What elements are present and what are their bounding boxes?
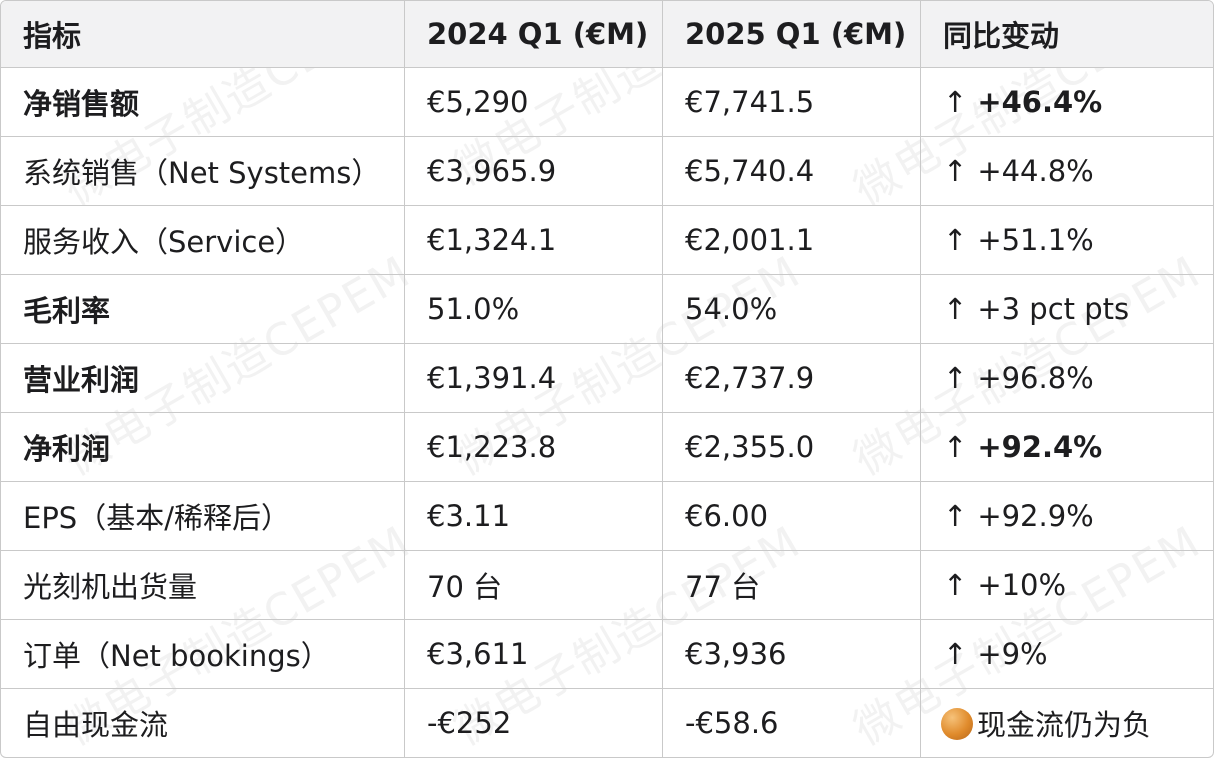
metric-cell: 自由现金流 bbox=[1, 689, 405, 757]
value-2025-cell: -€58.6 bbox=[663, 689, 921, 757]
value-2024-cell: €3.11 bbox=[405, 482, 663, 551]
value-2024-cell: -€252 bbox=[405, 689, 663, 757]
change-value: +46.4% bbox=[977, 85, 1103, 119]
value-2025-cell: €2,355.0 bbox=[663, 413, 921, 482]
up-arrow-icon: ↑ bbox=[943, 637, 968, 671]
table-row: 系统销售（Net Systems） €3,965.9 €5,740.4 ↑ +44… bbox=[1, 137, 1213, 206]
value-2025-cell: €2,001.1 bbox=[663, 206, 921, 275]
value-2024-cell: €1,223.8 bbox=[405, 413, 663, 482]
change-value: +92.9% bbox=[977, 499, 1094, 533]
change-value: +96.8% bbox=[977, 361, 1094, 395]
orange-circle-icon bbox=[941, 708, 973, 740]
table-row: 光刻机出货量 70 台 77 台 ↑ +10% bbox=[1, 551, 1213, 620]
up-arrow-icon: ↑ bbox=[943, 361, 968, 395]
change-value: +10% bbox=[977, 568, 1067, 602]
value-2025-cell: €6.00 bbox=[663, 482, 921, 551]
change-cell: 现金流仍为负 bbox=[921, 689, 1213, 757]
change-cell: ↑ +51.1% bbox=[921, 206, 1213, 275]
header-2024-q1: 2024 Q1 (€M) bbox=[405, 1, 663, 68]
table-row: 毛利率 51.0% 54.0% ↑ +3 pct pts bbox=[1, 275, 1213, 344]
up-arrow-icon: ↑ bbox=[943, 430, 968, 464]
up-arrow-icon: ↑ bbox=[943, 85, 968, 119]
change-value: +51.1% bbox=[977, 223, 1094, 257]
metric-cell: 毛利率 bbox=[1, 275, 405, 344]
header-yoy-change: 同比变动 bbox=[921, 1, 1213, 68]
change-value: 现金流仍为负 bbox=[977, 708, 1152, 742]
up-arrow-icon: ↑ bbox=[943, 154, 968, 188]
header-row: 指标 2024 Q1 (€M) 2025 Q1 (€M) 同比变动 bbox=[1, 1, 1213, 68]
header-metric: 指标 bbox=[1, 1, 405, 68]
value-2025-cell: €5,740.4 bbox=[663, 137, 921, 206]
metric-cell: 服务收入（Service） bbox=[1, 206, 405, 275]
metric-cell: 光刻机出货量 bbox=[1, 551, 405, 620]
value-2024-cell: €1,391.4 bbox=[405, 344, 663, 413]
change-value: +3 pct pts bbox=[977, 292, 1130, 326]
value-2025-cell: €7,741.5 bbox=[663, 68, 921, 137]
metric-cell: 订单（Net bookings） bbox=[1, 620, 405, 689]
value-2025-cell: €3,936 bbox=[663, 620, 921, 689]
up-arrow-icon: ↑ bbox=[943, 223, 968, 257]
change-value: +9% bbox=[977, 637, 1048, 671]
table-row: 营业利润 €1,391.4 €2,737.9 ↑ +96.8% bbox=[1, 344, 1213, 413]
change-cell: ↑ +10% bbox=[921, 551, 1213, 620]
value-2024-cell: €3,611 bbox=[405, 620, 663, 689]
metric-cell: EPS（基本/稀释后） bbox=[1, 482, 405, 551]
change-cell: ↑ +44.8% bbox=[921, 137, 1213, 206]
change-cell: ↑ +92.9% bbox=[921, 482, 1213, 551]
table-row: 净利润 €1,223.8 €2,355.0 ↑ +92.4% bbox=[1, 413, 1213, 482]
change-cell: ↑ +46.4% bbox=[921, 68, 1213, 137]
value-2024-cell: €5,290 bbox=[405, 68, 663, 137]
value-2024-cell: 70 台 bbox=[405, 551, 663, 620]
change-cell: ↑ +9% bbox=[921, 620, 1213, 689]
up-arrow-icon: ↑ bbox=[943, 499, 968, 533]
value-2024-cell: €1,324.1 bbox=[405, 206, 663, 275]
change-cell: ↑ +92.4% bbox=[921, 413, 1213, 482]
table-row: 订单（Net bookings） €3,611 €3,936 ↑ +9% bbox=[1, 620, 1213, 689]
table-row: EPS（基本/稀释后） €3.11 €6.00 ↑ +92.9% bbox=[1, 482, 1213, 551]
change-cell: ↑ +3 pct pts bbox=[921, 275, 1213, 344]
value-2025-cell: €2,737.9 bbox=[663, 344, 921, 413]
value-2024-cell: 51.0% bbox=[405, 275, 663, 344]
up-arrow-icon: ↑ bbox=[943, 568, 968, 602]
metric-cell: 营业利润 bbox=[1, 344, 405, 413]
metric-cell: 净利润 bbox=[1, 413, 405, 482]
value-2025-cell: 54.0% bbox=[663, 275, 921, 344]
metric-cell: 净销售额 bbox=[1, 68, 405, 137]
table-row: 自由现金流 -€252 -€58.6 现金流仍为负 bbox=[1, 689, 1213, 757]
header-2025-q1: 2025 Q1 (€M) bbox=[663, 1, 921, 68]
up-arrow-icon: ↑ bbox=[943, 292, 968, 326]
change-value: +92.4% bbox=[977, 430, 1103, 464]
metric-cell: 系统销售（Net Systems） bbox=[1, 137, 405, 206]
table-row: 服务收入（Service） €1,324.1 €2,001.1 ↑ +51.1% bbox=[1, 206, 1213, 275]
change-cell: ↑ +96.8% bbox=[921, 344, 1213, 413]
value-2025-cell: 77 台 bbox=[663, 551, 921, 620]
change-value: +44.8% bbox=[977, 154, 1094, 188]
table-row: 净销售额 €5,290 €7,741.5 ↑ +46.4% bbox=[1, 68, 1213, 137]
value-2024-cell: €3,965.9 bbox=[405, 137, 663, 206]
